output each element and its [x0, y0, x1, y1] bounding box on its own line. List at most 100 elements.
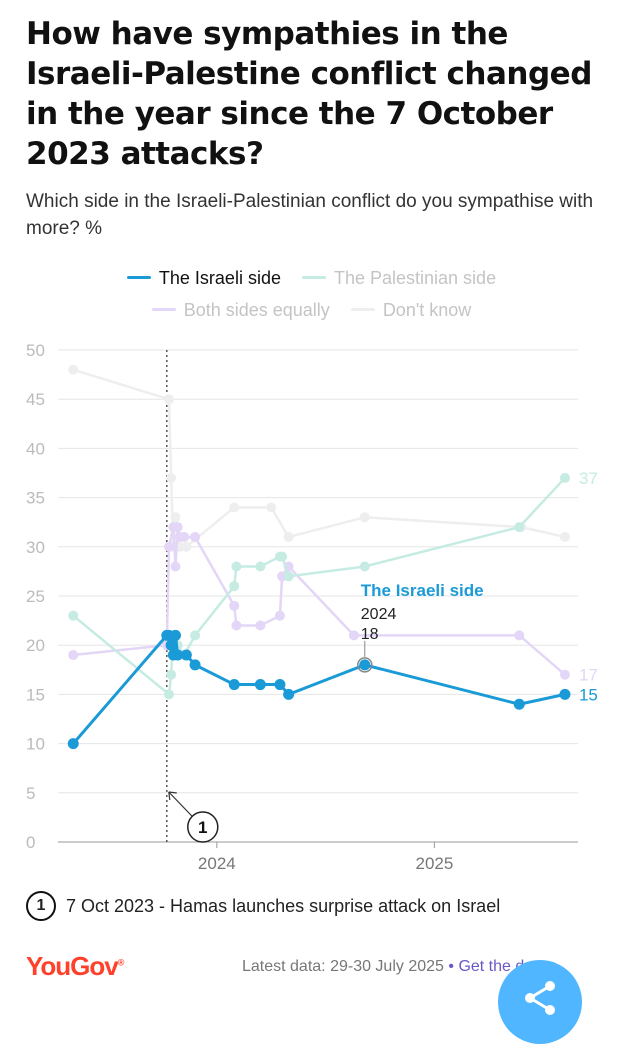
series-don-t-know — [68, 364, 570, 552]
annotation-text: 7 Oct 2023 - Hamas launches surprise att… — [66, 895, 501, 916]
x-tick-label-2025: 2025 — [415, 854, 453, 873]
chart-title: How have sympathies in the Israeli-Pales… — [26, 16, 592, 172]
tooltip: The Israeli side 2024 18 — [357, 581, 484, 673]
legend-swatch-palestinian — [301, 275, 326, 279]
y-tick-label-50: 50 — [26, 341, 45, 360]
event-badge-label: 1 — [198, 818, 207, 837]
point-both-sides-equally-5 — [172, 522, 183, 533]
series-the-israeli-side: 15 — [67, 629, 598, 750]
logo-mark: ® — [117, 957, 125, 968]
y-axis: 0 5 10 15 20 25 30 35 40 45 50 — [26, 341, 45, 852]
legend-item-israeli[interactable]: The Israeli side — [126, 262, 281, 294]
share-button[interactable] — [498, 960, 582, 1044]
point-the-israeli-side-3 — [165, 639, 177, 651]
y-tick-label-45: 45 — [26, 390, 45, 409]
point-both-sides-equally-12 — [274, 610, 285, 621]
series-line-the-palestinian-side — [71, 476, 567, 696]
point-the-palestinian-side-6 — [190, 630, 201, 641]
point-don-t-know-1 — [163, 394, 174, 405]
end-label-the-israeli-side: 15 — [579, 685, 598, 704]
point-the-israeli-side-9 — [228, 679, 240, 691]
latest-data: Latest data: 29-30 July 2025 — [242, 958, 444, 975]
point-both-sides-equally-8 — [190, 531, 201, 542]
point-the-israeli-side-8 — [189, 659, 201, 671]
point-the-palestinian-side-2 — [166, 669, 177, 680]
legend-label-israeli: The Israeli side — [158, 268, 281, 288]
point-don-t-know-4 — [170, 512, 181, 523]
series-line-the-israeli-side — [71, 633, 567, 746]
end-label-the-palestinian-side: 37 — [579, 469, 598, 488]
point-don-t-know-2 — [166, 472, 177, 483]
point-don-t-know-6 — [181, 541, 192, 552]
legend-label-both: Both sides equally — [183, 300, 330, 320]
y-tick-label-5: 5 — [26, 784, 35, 803]
y-tick-label-35: 35 — [26, 489, 45, 508]
point-both-sides-equally-15 — [348, 630, 359, 641]
point-the-israeli-side-14 — [513, 698, 525, 710]
y-tick-label-30: 30 — [26, 538, 45, 557]
point-both-sides-equally-0 — [68, 650, 79, 661]
event-badge — [187, 811, 219, 843]
point-the-palestinian-side-15 — [559, 472, 570, 483]
point-the-israeli-side-13 — [359, 659, 371, 671]
x-axis: 2024 2025 — [198, 842, 453, 873]
point-the-israeli-side-15 — [559, 688, 571, 700]
point-the-palestinian-side-12 — [283, 571, 294, 582]
point-both-sides-equally-17 — [559, 669, 570, 680]
point-both-sides-equally-4 — [170, 561, 181, 572]
tooltip-value: 18 — [361, 626, 379, 643]
legend-label-dont-know: Don't know — [382, 300, 472, 320]
point-both-sides-equally-10 — [231, 620, 242, 631]
point-both-sides-equally-2 — [163, 541, 174, 552]
point-the-palestinian-side-0 — [68, 610, 79, 621]
y-tick-label-25: 25 — [26, 587, 45, 606]
point-don-t-know-9 — [283, 531, 294, 542]
point-the-palestinian-side-7 — [229, 581, 240, 592]
y-tick-label-15: 15 — [26, 685, 45, 704]
y-tick-label-20: 20 — [26, 636, 45, 655]
point-don-t-know-0 — [68, 364, 79, 375]
point-the-israeli-side-12 — [283, 688, 295, 700]
event-pointer-head — [168, 791, 177, 801]
legend-item-dont-know[interactable]: Don't know — [350, 294, 472, 326]
legend-swatch-both — [151, 307, 176, 311]
point-the-israeli-side-0 — [67, 738, 79, 750]
footer-info: Latest data: 29-30 July 2025 • Get the d… — [242, 958, 547, 976]
y-tick-label-10: 10 — [26, 735, 45, 754]
point-the-israeli-side-5 — [169, 629, 181, 641]
tooltip-series: The Israeli side — [361, 581, 484, 600]
footer-separator: • — [448, 958, 454, 975]
point-don-t-know-10 — [359, 512, 370, 523]
point-the-israeli-side-7 — [180, 649, 192, 661]
point-the-palestinian-side-13 — [359, 561, 370, 572]
point-the-israeli-side-10 — [254, 679, 266, 691]
point-the-palestinian-side-9 — [255, 561, 266, 572]
point-the-palestinian-side-11 — [277, 551, 288, 562]
series-group: 17 37 15 — [67, 364, 598, 750]
point-don-t-know-12 — [559, 531, 570, 542]
point-the-palestinian-side-1 — [163, 689, 174, 700]
series-line-don-t-know — [71, 368, 567, 549]
chart-subtitle: Which side in the Israeli-Palestinian co… — [26, 191, 594, 239]
y-tick-label-40: 40 — [26, 439, 45, 458]
series-the-palestinian-side: 37 — [68, 469, 598, 700]
legend-label-palestinian: The Palestinian side — [333, 268, 497, 288]
point-the-palestinian-side-14 — [514, 522, 525, 533]
logo-text: YouGov — [26, 951, 119, 981]
point-the-israeli-side-6 — [172, 649, 184, 661]
legend-swatch-israeli — [126, 275, 151, 279]
point-the-palestinian-side-8 — [231, 561, 242, 572]
legend-item-palestinian[interactable]: The Palestinian side — [301, 262, 497, 294]
yougov-logo[interactable]: YouGov® — [26, 951, 124, 982]
event-pointer — [168, 791, 194, 818]
series-line-both-sides-equally — [71, 525, 567, 676]
point-both-sides-equally-11 — [255, 620, 266, 631]
point-both-sides-equally-9 — [229, 600, 240, 611]
legend-swatch-dont-know — [350, 307, 375, 311]
legend: The Israeli side The Palestinian side Bo… — [30, 262, 593, 326]
y-tick-label-0: 0 — [26, 833, 35, 852]
tooltip-highlight — [357, 657, 373, 673]
annotation-badge: 1 — [26, 891, 56, 921]
legend-item-both[interactable]: Both sides equally — [151, 294, 330, 326]
